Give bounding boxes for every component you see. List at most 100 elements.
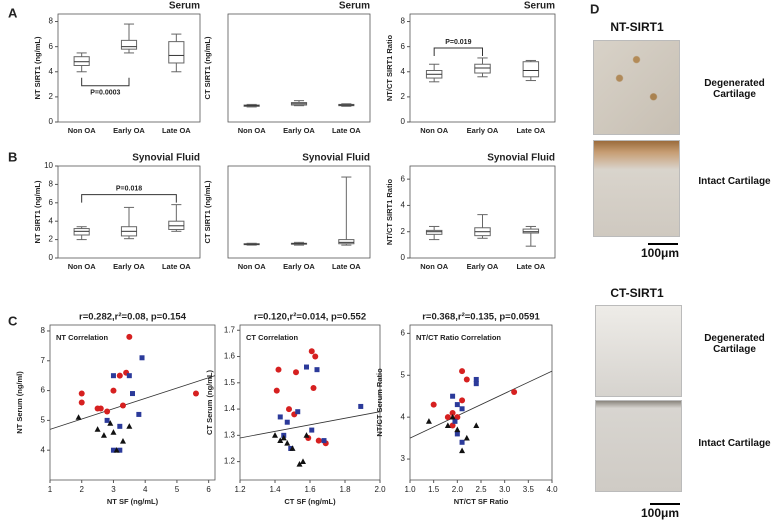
point bbox=[78, 399, 85, 406]
box bbox=[522, 61, 540, 78]
y-axis-label: NT SIRT1 (ng/mL) bbox=[33, 180, 42, 243]
chart-title: r=0.282,r²=0.08, p=0.154 bbox=[79, 312, 187, 323]
point bbox=[444, 422, 451, 428]
fit-line bbox=[409, 370, 553, 439]
x-tick-label: 2.0 bbox=[452, 485, 464, 494]
x-tick-label: 4.0 bbox=[546, 485, 558, 494]
point bbox=[139, 355, 145, 361]
point bbox=[110, 447, 116, 453]
plot-frame bbox=[409, 13, 556, 123]
y-axis-label: NT/CT Serum Ratio bbox=[375, 368, 384, 437]
x-tick-label: Non OA bbox=[68, 262, 96, 271]
point bbox=[304, 364, 309, 370]
point bbox=[321, 438, 327, 444]
point bbox=[473, 422, 480, 428]
point bbox=[273, 387, 280, 394]
image-label: Degenerated Cartilage bbox=[704, 78, 765, 100]
x-tick-label: 1.8 bbox=[339, 485, 351, 494]
p-value: P=0.019 bbox=[445, 39, 471, 46]
y-tick-label: 1.5 bbox=[224, 378, 236, 387]
y-tick-label: 2 bbox=[49, 235, 54, 244]
point bbox=[117, 447, 123, 453]
y-tick-label: 1.7 bbox=[224, 325, 236, 334]
plot-frame bbox=[239, 324, 381, 481]
x-tick-label: Early OA bbox=[283, 126, 315, 135]
point bbox=[459, 368, 466, 375]
x-axis-label: CT SF (ng/mL) bbox=[284, 497, 336, 506]
point bbox=[449, 413, 456, 420]
panel-label: A bbox=[8, 5, 18, 20]
point bbox=[459, 406, 465, 412]
scale-bar bbox=[648, 243, 678, 245]
group-title: NT-SIRT1 bbox=[610, 20, 664, 34]
fit-line bbox=[239, 411, 381, 439]
point bbox=[314, 367, 320, 373]
x-tick-label: Non OA bbox=[68, 126, 96, 135]
panel-label: C bbox=[8, 313, 18, 328]
significance-bracket bbox=[81, 77, 130, 87]
point bbox=[117, 423, 123, 429]
y-tick-label: 0 bbox=[49, 117, 54, 126]
y-axis-label: CT SIRT1 (ng/mL) bbox=[203, 180, 212, 243]
chart-title: Serum bbox=[339, 1, 370, 12]
y-tick-label: 4 bbox=[401, 412, 406, 421]
x-tick-label: Late OA bbox=[332, 262, 361, 271]
y-axis-label: NT Serum (ng/ml) bbox=[15, 371, 24, 434]
x-tick-label: 2 bbox=[80, 485, 85, 494]
point bbox=[104, 408, 111, 415]
significance-bracket bbox=[433, 47, 483, 56]
y-axis-label: CT SIRT1 (ng/mL) bbox=[203, 36, 212, 99]
x-tick-label: 2.0 bbox=[374, 485, 386, 494]
point bbox=[113, 446, 120, 453]
point bbox=[97, 405, 104, 412]
point bbox=[110, 429, 117, 435]
point bbox=[454, 426, 461, 433]
micrograph bbox=[595, 400, 682, 492]
point bbox=[312, 353, 319, 360]
y-axis-label: NT/CT SIRT1 Ratio bbox=[385, 178, 394, 245]
y-tick-label: 6 bbox=[41, 386, 46, 395]
p-value: P=0.0003 bbox=[90, 90, 120, 97]
chart-title: Synovial Fluid bbox=[487, 153, 555, 164]
p-value: P=0.018 bbox=[116, 185, 142, 192]
x-tick-label: Non OA bbox=[238, 262, 266, 271]
point bbox=[116, 372, 123, 379]
plot-frame bbox=[409, 324, 553, 481]
point bbox=[444, 414, 451, 421]
point bbox=[107, 420, 114, 426]
y-tick-label: 4 bbox=[401, 201, 406, 210]
point bbox=[280, 434, 287, 441]
x-tick-label: 1.5 bbox=[428, 485, 440, 494]
y-tick-label: 6 bbox=[49, 42, 54, 51]
box bbox=[73, 56, 90, 66]
x-tick-label: 1.2 bbox=[234, 485, 246, 494]
point bbox=[473, 376, 479, 382]
y-tick-label: 1.4 bbox=[224, 404, 236, 413]
point bbox=[309, 427, 315, 433]
x-tick-label: 4 bbox=[143, 485, 148, 494]
point bbox=[454, 402, 460, 408]
micrograph bbox=[595, 305, 682, 397]
chart-title: Serum bbox=[169, 1, 200, 12]
point bbox=[119, 402, 126, 409]
point bbox=[100, 432, 107, 438]
significance-bracket bbox=[81, 194, 177, 203]
x-tick-label: 5 bbox=[175, 485, 180, 494]
y-tick-label: 2 bbox=[401, 227, 406, 236]
point bbox=[449, 422, 456, 429]
point bbox=[310, 385, 317, 392]
y-axis-label: CT Serum (ng/mL) bbox=[205, 369, 214, 435]
x-tick-label: 6 bbox=[206, 485, 211, 494]
box bbox=[425, 229, 443, 235]
point bbox=[286, 406, 292, 413]
box bbox=[338, 239, 355, 245]
point bbox=[275, 366, 282, 373]
x-tick-label: Late OA bbox=[332, 126, 361, 135]
point bbox=[303, 432, 310, 438]
image-label: Degenerated Cartilage bbox=[704, 333, 765, 355]
panel-label: B bbox=[8, 149, 17, 164]
point bbox=[94, 426, 101, 432]
micrograph bbox=[593, 140, 680, 237]
y-tick-label: 8 bbox=[49, 180, 54, 189]
